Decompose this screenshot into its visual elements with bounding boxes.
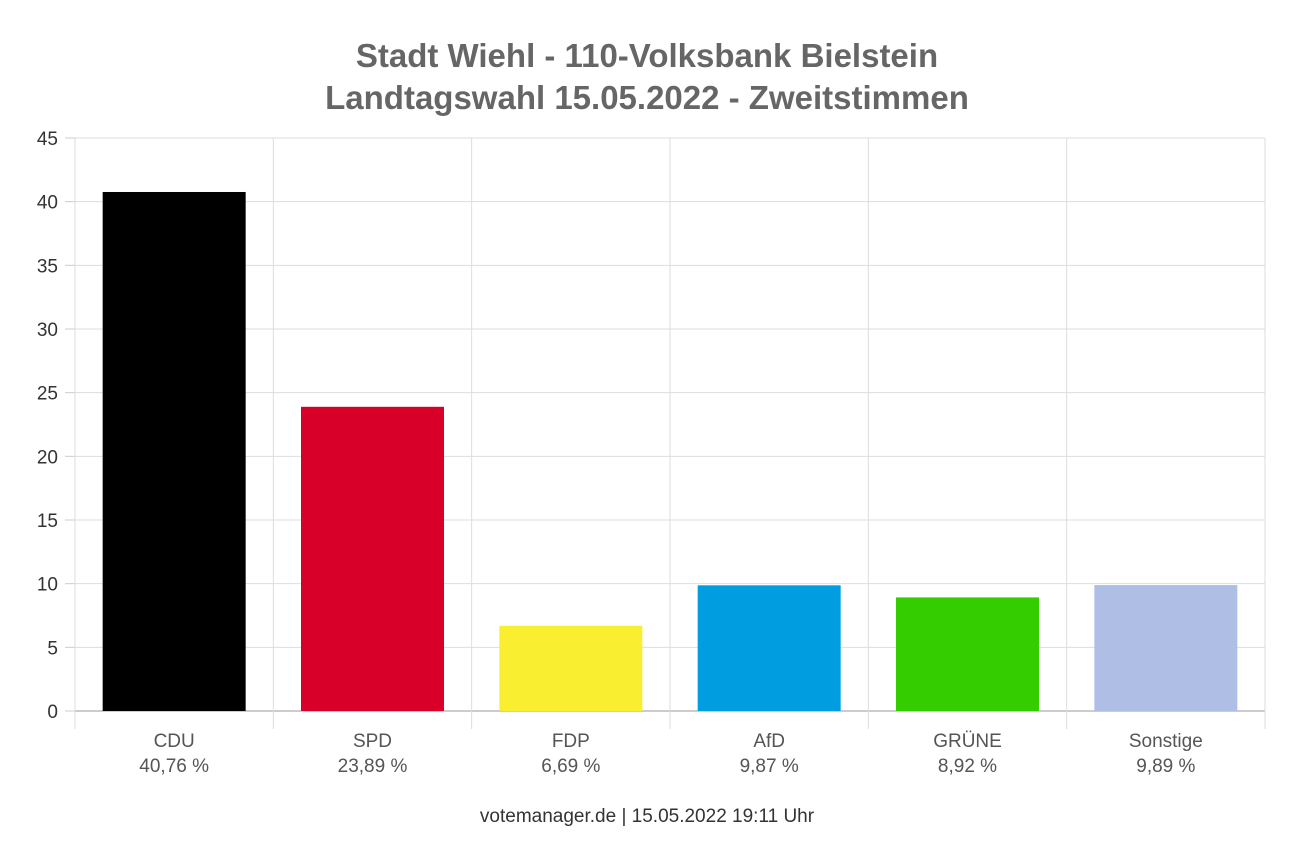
bar-value-label: 8,92 % [938, 756, 997, 777]
bar-value-label: 23,89 % [338, 756, 408, 777]
y-tick-label: 30 [37, 320, 58, 341]
bar-value-label: 9,87 % [740, 756, 799, 777]
bars [102, 191, 1238, 712]
bar-value-label: 6,69 % [541, 756, 600, 777]
y-tick-label: 35 [37, 256, 58, 277]
bar-fdp[interactable] [499, 625, 643, 711]
y-tick-label: 5 [47, 638, 58, 659]
y-axis-ticks: 0 5 10 15 20 25 30 35 40 45 [37, 129, 58, 723]
x-category-label: Sonstige [1129, 731, 1203, 752]
x-category-label: AfD [753, 731, 785, 752]
x-category-label: GRÜNE [933, 731, 1002, 752]
y-tick-label: 40 [37, 193, 58, 214]
y-tick-label: 20 [37, 447, 58, 468]
y-tick-label: 15 [37, 511, 58, 532]
grid-lines [65, 137, 1266, 729]
chart-title: Stadt Wiehl - 110-Volksbank Bielstein [355, 37, 939, 74]
y-tick-label: 45 [37, 129, 58, 150]
footer-source: votemanager.de | 15.05.2022 19:11 Uhr [479, 806, 815, 827]
x-category-label: FDP [552, 731, 590, 752]
chart-subtitle: Landtagswahl 15.05.2022 - Zweitstimmen [325, 79, 969, 116]
x-category-label: SPD [353, 731, 392, 752]
bar-grüne[interactable] [896, 597, 1039, 711]
bar-spd[interactable] [301, 406, 444, 711]
bar-sonstige[interactable] [1094, 585, 1238, 711]
bar-afd[interactable] [697, 585, 841, 711]
x-axis-labels: CDU 40,76 % SPD 23,89 % FDP 6,69 % AfD 9,87 % GR… [139, 731, 1203, 777]
y-tick-label: 10 [37, 575, 58, 596]
y-tick-label: 25 [37, 384, 58, 405]
bar-cdu[interactable] [102, 191, 246, 712]
x-category-label: CDU [154, 731, 195, 752]
y-tick-label: 0 [47, 702, 58, 723]
bar-value-label: 40,76 % [139, 756, 209, 777]
bar-value-label: 9,89 % [1136, 756, 1195, 777]
